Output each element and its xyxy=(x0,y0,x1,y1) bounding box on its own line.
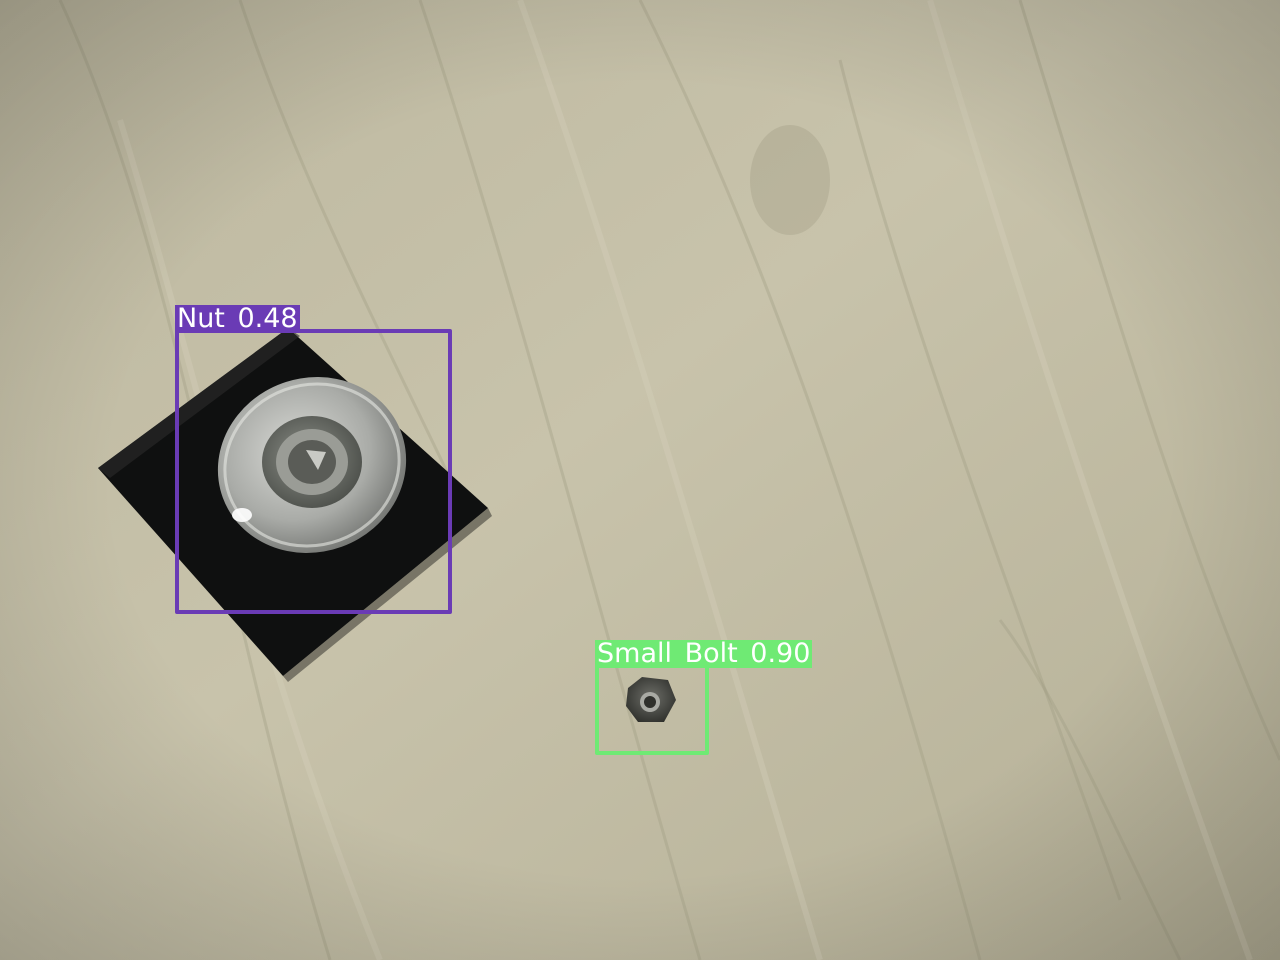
detection-box-small-bolt xyxy=(595,664,709,755)
detection-box-nut xyxy=(175,329,452,614)
detection-label-small-bolt: Small Bolt 0.90 xyxy=(595,638,813,669)
detection-label-nut: Nut 0.48 xyxy=(175,303,300,334)
